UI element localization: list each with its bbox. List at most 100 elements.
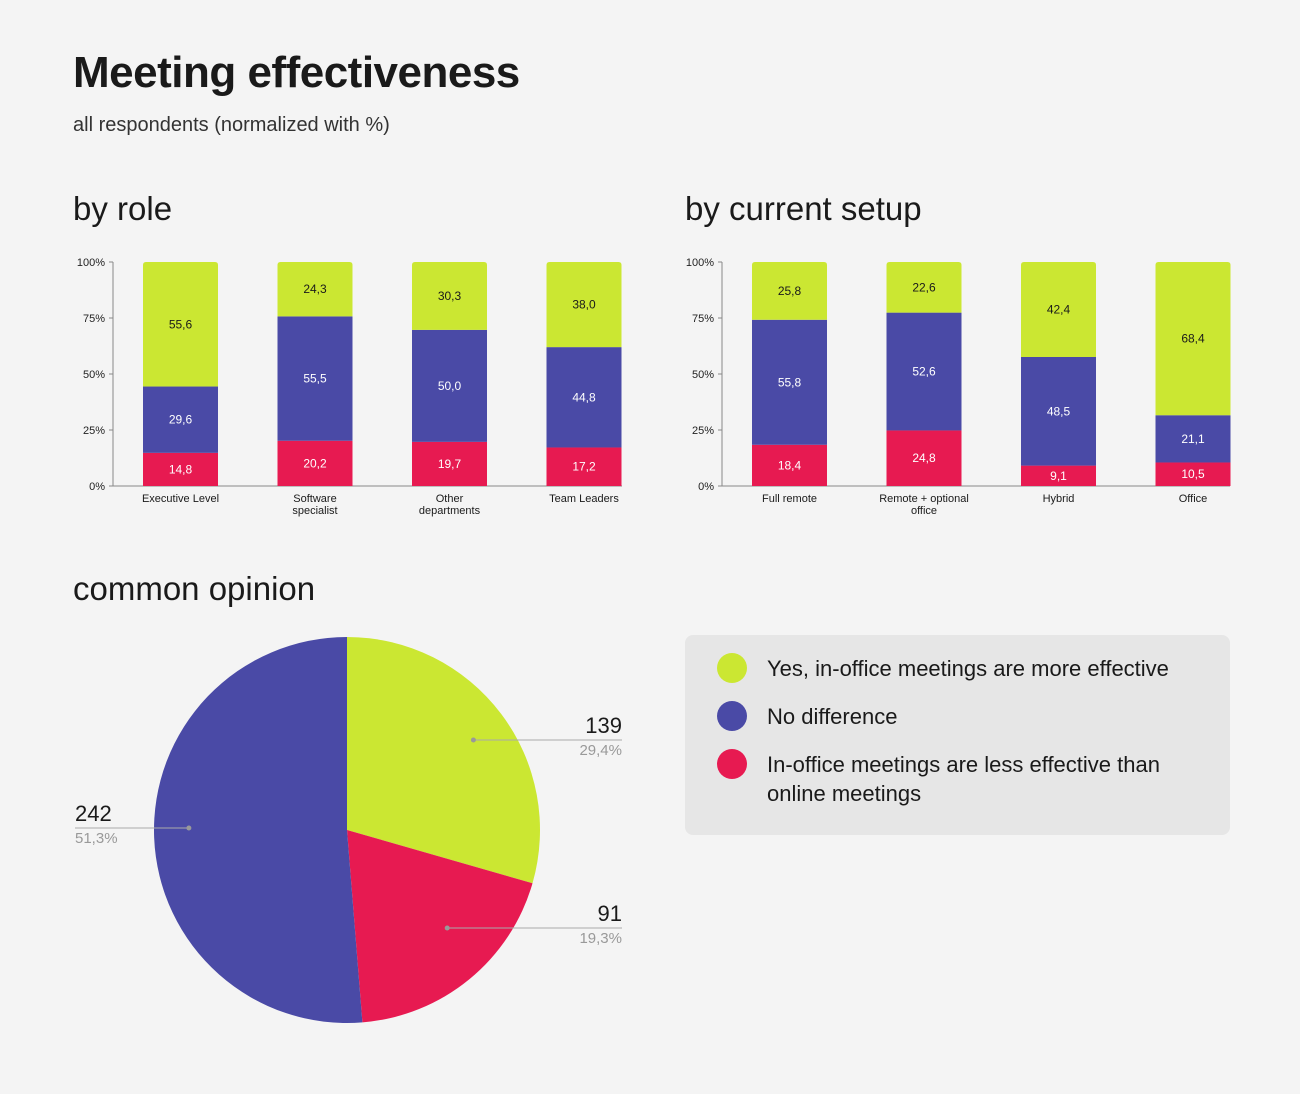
pie-leader-dot bbox=[470, 737, 476, 743]
role-data-label: 19,7 bbox=[438, 457, 462, 471]
role-bar-no_difference bbox=[546, 347, 622, 448]
setup-data-label: 10,5 bbox=[1181, 467, 1205, 481]
pie-leader-dot bbox=[444, 925, 450, 931]
legend-label-less: In-office meetings are less effective th… bbox=[767, 752, 1160, 806]
legend-item-no-difference: No difference bbox=[717, 701, 1230, 731]
role-data-label: 55,6 bbox=[169, 317, 193, 331]
setup-data-label: 9,1 bbox=[1050, 469, 1067, 483]
section-heading-by-setup: by current setup bbox=[685, 190, 922, 227]
common-opinion-pie-chart: 139 29,4% 91 19,3% 242 51,3% bbox=[75, 637, 622, 1023]
role-bar-yes bbox=[277, 262, 353, 317]
setup-bar-no_difference bbox=[1021, 356, 1096, 466]
pie-percent-label: 51,3% bbox=[75, 830, 118, 847]
setup-bar-no_difference bbox=[752, 319, 827, 445]
legend-swatch-less bbox=[717, 749, 747, 779]
setup-category-label: office bbox=[911, 505, 937, 517]
pie-slice-no_difference bbox=[153, 637, 363, 1023]
setup-data-label: 21,1 bbox=[1181, 432, 1205, 446]
pie-value-label: 242 bbox=[75, 801, 112, 826]
setup-data-label: 42,4 bbox=[1047, 302, 1071, 316]
setup-data-label: 25,8 bbox=[778, 284, 802, 298]
setup-bar-yes bbox=[1021, 262, 1096, 357]
setup-data-label: 48,5 bbox=[1047, 404, 1071, 418]
legend-swatch-no-difference bbox=[717, 701, 747, 731]
setup-y-tick-label: 50% bbox=[692, 369, 714, 381]
setup-category-label: Hybrid bbox=[1043, 493, 1075, 505]
role-data-label: 17,2 bbox=[572, 460, 596, 474]
role-bar-no_difference bbox=[412, 329, 487, 442]
role-category-label: departments bbox=[419, 505, 481, 517]
role-data-label: 38,0 bbox=[572, 298, 596, 312]
setup-y-tick-label: 0% bbox=[698, 481, 714, 493]
setup-data-label: 68,4 bbox=[1181, 332, 1205, 346]
setup-y-tick-label: 100% bbox=[686, 257, 714, 269]
section-heading-common-opinion: common opinion bbox=[73, 570, 316, 607]
setup-y-tick-label: 75% bbox=[692, 313, 714, 325]
role-bar-less bbox=[143, 452, 218, 486]
section-heading-by-role: by role bbox=[73, 190, 173, 227]
setup-data-label: 18,4 bbox=[778, 458, 802, 472]
pie-percent-label: 29,4% bbox=[579, 742, 622, 759]
role-y-tick-label: 100% bbox=[77, 257, 105, 269]
by-role-stacked-bar-chart: 0% 25% 50% 75% 100% 14,8 29,6 55,6 Executive Lev… bbox=[77, 257, 622, 517]
page-title: Meeting effectiveness bbox=[73, 48, 520, 97]
role-category-label: Software bbox=[293, 493, 336, 505]
role-bar-no_difference bbox=[277, 316, 353, 441]
role-bar-less bbox=[277, 440, 353, 486]
role-category-label: Other bbox=[436, 493, 464, 505]
role-data-label: 30,3 bbox=[438, 289, 462, 303]
setup-bar-less bbox=[886, 430, 962, 486]
role-data-label: 14,8 bbox=[169, 462, 193, 476]
legend-item-less: In-office meetings are less effective th… bbox=[717, 749, 1230, 808]
setup-data-label: 55,8 bbox=[778, 375, 802, 389]
setup-bar-less bbox=[1155, 462, 1231, 486]
setup-category-label: Remote + optional bbox=[879, 493, 969, 505]
pie-slice-less bbox=[347, 830, 533, 1023]
setup-bar-yes bbox=[1155, 262, 1231, 416]
role-data-label: 24,3 bbox=[303, 282, 327, 296]
role-data-label: 20,2 bbox=[303, 456, 327, 470]
setup-category-label: Full remote bbox=[762, 493, 817, 505]
setup-bar-less bbox=[752, 444, 827, 486]
setup-bar-yes bbox=[752, 262, 827, 320]
role-bar-less bbox=[412, 441, 487, 486]
role-y-tick-label: 75% bbox=[83, 313, 105, 325]
setup-bar-less bbox=[1021, 465, 1096, 486]
role-category-label: Team Leaders bbox=[549, 493, 619, 505]
setup-data-label: 52,6 bbox=[912, 365, 936, 379]
role-category-label: Executive Level bbox=[142, 493, 219, 505]
setup-bar-no_difference bbox=[1155, 415, 1231, 463]
page-subtitle: all respondents (normalized with %) bbox=[73, 114, 390, 136]
pie-leader-dot bbox=[186, 825, 192, 831]
role-bar-yes bbox=[546, 262, 622, 348]
pie-value-label: 139 bbox=[585, 713, 622, 738]
role-data-label: 29,6 bbox=[169, 413, 193, 427]
legend-panel: Yes, in-office meetings are more effecti… bbox=[685, 635, 1230, 835]
by-setup-stacked-bar-chart: 0% 25% 50% 75% 100% 18,4 55,8 25,8 Full remote 24… bbox=[686, 257, 1231, 517]
role-y-tick-label: 0% bbox=[89, 481, 105, 493]
role-bar-yes bbox=[412, 262, 487, 330]
legend-label-yes: Yes, in-office meetings are more effecti… bbox=[767, 656, 1169, 681]
setup-data-label: 22,6 bbox=[912, 280, 936, 294]
role-y-tick-label: 25% bbox=[83, 425, 105, 437]
pie-value-label: 91 bbox=[598, 901, 622, 926]
role-bar-no_difference bbox=[143, 386, 218, 453]
role-category-label: specialist bbox=[292, 505, 337, 517]
legend-swatch-yes bbox=[717, 653, 747, 683]
legend-item-yes: Yes, in-office meetings are more effecti… bbox=[717, 653, 1230, 683]
role-data-label: 55,5 bbox=[303, 372, 327, 386]
role-bar-less bbox=[546, 447, 622, 486]
role-data-label: 44,8 bbox=[572, 390, 596, 404]
setup-category-label: Office bbox=[1179, 493, 1208, 505]
setup-y-tick-label: 25% bbox=[692, 425, 714, 437]
role-bar-yes bbox=[143, 262, 218, 387]
pie-slice-yes bbox=[347, 637, 540, 884]
setup-bar-no_difference bbox=[886, 312, 962, 431]
setup-data-label: 24,8 bbox=[912, 451, 936, 465]
setup-bar-yes bbox=[886, 262, 962, 313]
pie-percent-label: 19,3% bbox=[579, 930, 622, 947]
role-y-tick-label: 50% bbox=[83, 369, 105, 381]
role-data-label: 50,0 bbox=[438, 379, 462, 393]
legend-label-no-difference: No difference bbox=[767, 704, 898, 729]
